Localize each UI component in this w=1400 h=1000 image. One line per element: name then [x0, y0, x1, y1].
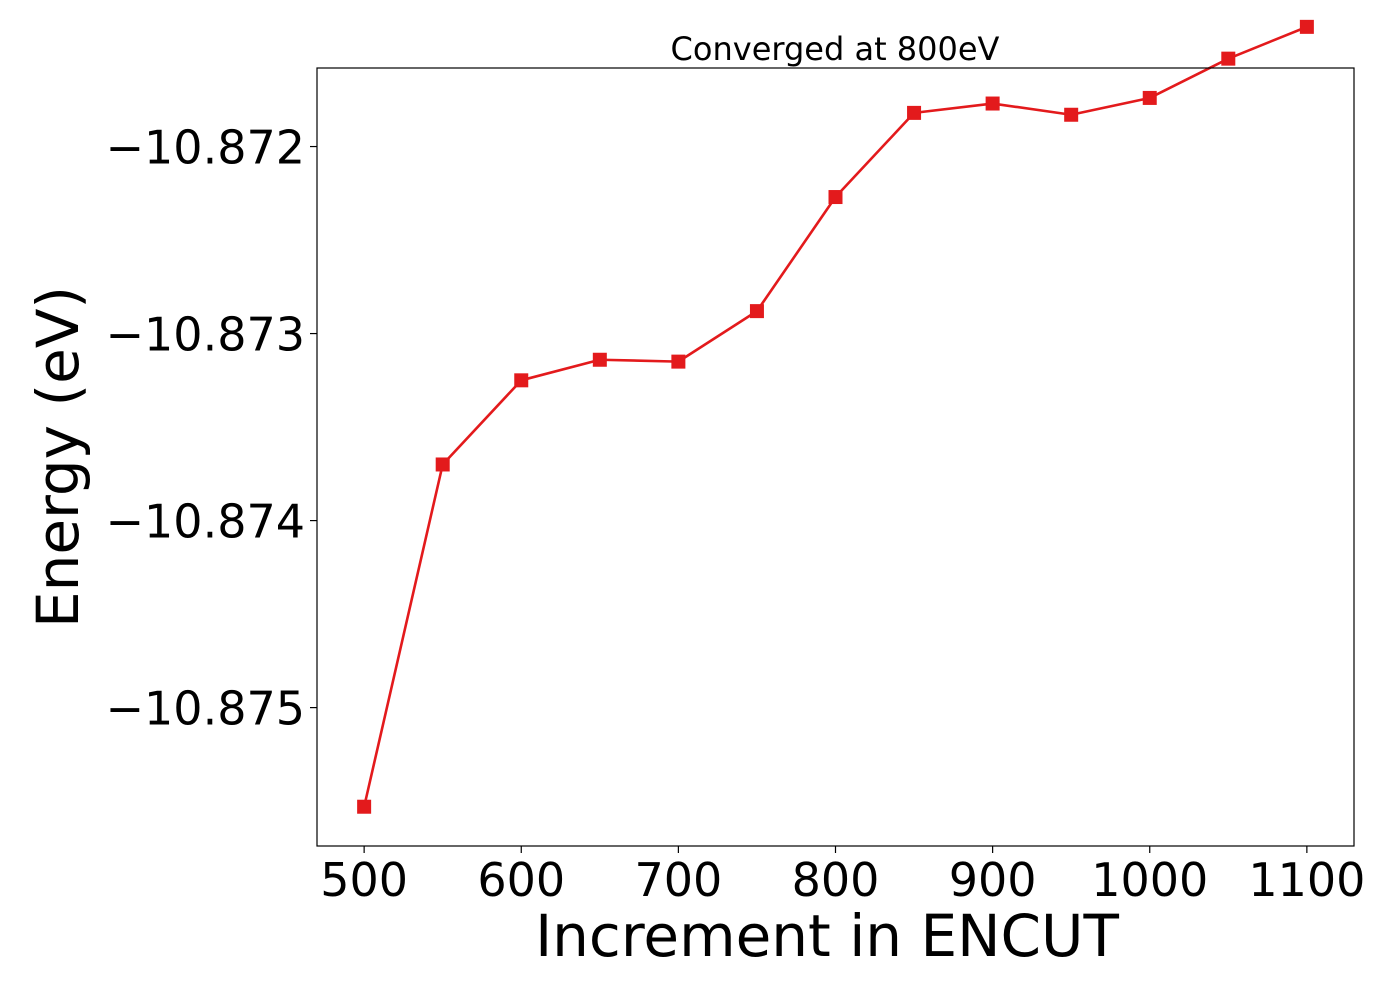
- y-axis-label: Energy (eV): [24, 286, 92, 628]
- data-point: [435, 457, 450, 472]
- y-axis-ticks: −10.875 −10.874 −10.873 −10.872: [106, 121, 317, 736]
- x-axis-label: Increment in ENCUT: [535, 902, 1119, 970]
- series-layer: [357, 19, 1314, 814]
- x-axis-ticks: 500 600 700 800 900 1000 1100: [320, 846, 1365, 907]
- data-point: [749, 304, 764, 319]
- data-point: [1299, 19, 1314, 34]
- x-tick-label: 700: [634, 853, 722, 907]
- x-tick-label: 600: [477, 853, 565, 907]
- data-point: [1142, 90, 1157, 105]
- y-tick-label: −10.875: [106, 682, 306, 736]
- data-point: [907, 105, 922, 120]
- x-tick-label: 1100: [1248, 853, 1365, 907]
- x-tick-label: 1000: [1091, 853, 1208, 907]
- x-tick-label: 900: [949, 853, 1037, 907]
- data-point: [1064, 107, 1079, 122]
- y-tick-label: −10.872: [106, 121, 306, 175]
- y-tick-label: −10.873: [106, 308, 306, 362]
- data-point: [514, 373, 529, 388]
- data-point: [671, 354, 686, 369]
- x-tick-label: 500: [320, 853, 408, 907]
- data-point: [985, 96, 1000, 111]
- data-point: [357, 799, 372, 814]
- x-tick-label: 800: [792, 853, 880, 907]
- y-tick-label: −10.874: [106, 495, 306, 549]
- data-point: [828, 190, 843, 205]
- data-point: [1221, 51, 1236, 66]
- data-point: [592, 352, 607, 367]
- plot-frame: [316, 67, 1355, 847]
- chart-title: Converged at 800eV: [671, 30, 1000, 68]
